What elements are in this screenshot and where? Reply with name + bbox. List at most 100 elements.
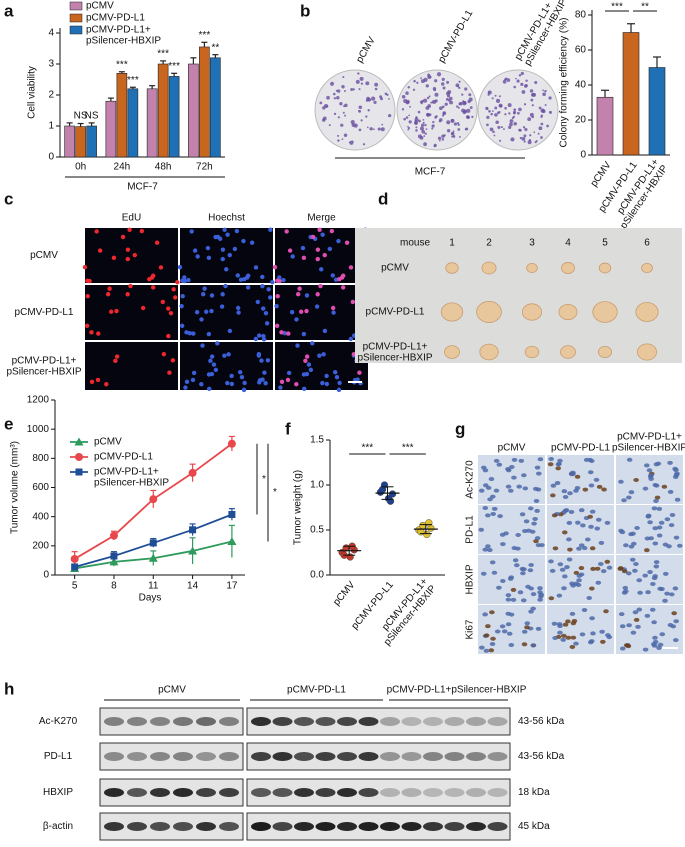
nucleus — [569, 472, 575, 477]
cell — [82, 265, 88, 270]
cell — [229, 381, 235, 387]
row-label: pCMV-PD-L1+ pSilencer-HBXIP — [357, 341, 432, 363]
nucleus — [567, 491, 573, 496]
nucleus — [649, 607, 656, 612]
nucleus — [595, 517, 602, 522]
marker — [227, 439, 236, 448]
cell — [285, 377, 291, 383]
colony — [326, 105, 329, 108]
colony — [342, 111, 345, 114]
nucleus — [568, 509, 575, 514]
cell — [308, 367, 314, 373]
nucleus — [517, 590, 524, 595]
size-label: 18 kDa — [518, 787, 550, 798]
colony — [521, 90, 526, 94]
tumor — [440, 302, 464, 322]
cell — [211, 362, 217, 367]
nucleus — [652, 574, 658, 579]
band — [487, 822, 508, 831]
cell — [209, 371, 215, 377]
nucleus — [566, 557, 573, 562]
colony — [527, 117, 532, 122]
nucleus — [531, 521, 537, 526]
nucleus — [630, 531, 636, 536]
cell — [227, 252, 232, 258]
bar — [199, 46, 210, 158]
band — [173, 822, 193, 831]
band — [104, 717, 124, 726]
nucleus — [661, 484, 668, 489]
nucleus — [508, 488, 514, 493]
tumor — [476, 301, 502, 323]
nucleus — [521, 642, 528, 647]
nucleus — [587, 514, 594, 519]
nucleus — [550, 493, 556, 498]
nucleus — [581, 608, 588, 613]
blot — [99, 707, 244, 736]
nucleus — [523, 519, 530, 524]
cell — [104, 382, 109, 387]
colony — [542, 89, 544, 92]
colony — [489, 127, 494, 132]
nucleus — [631, 541, 637, 546]
cell — [205, 245, 211, 251]
colony — [548, 96, 552, 100]
band — [196, 717, 216, 726]
nucleus — [626, 457, 633, 462]
colony — [500, 126, 503, 129]
nucleus — [505, 593, 512, 598]
cell — [279, 330, 284, 335]
colony — [518, 128, 522, 132]
nucleus — [653, 560, 660, 565]
colony — [401, 108, 405, 111]
mouse-number: 3 — [529, 238, 535, 249]
row-label: pCMV-PD-L1 — [15, 307, 74, 318]
significance: *** — [611, 2, 623, 13]
nucleus — [589, 546, 596, 551]
colony — [328, 124, 331, 127]
tumor — [598, 262, 612, 274]
nucleus — [576, 546, 582, 551]
marker — [228, 510, 236, 518]
marker — [188, 468, 197, 477]
error-bar — [343, 545, 356, 556]
nucleus — [560, 637, 567, 642]
nucleus — [562, 508, 569, 513]
nucleus — [562, 494, 569, 499]
colony — [422, 119, 425, 121]
cell — [357, 370, 362, 375]
panel-letter: c — [4, 189, 13, 208]
panel-letter: f — [285, 419, 291, 438]
cell — [236, 310, 241, 315]
row-label: HBXIP — [43, 787, 73, 798]
x-tick-label: 17 — [226, 581, 238, 592]
colony — [441, 114, 445, 117]
colony — [488, 109, 491, 113]
cell — [220, 247, 226, 252]
colony — [439, 139, 441, 142]
y-tick-label: 0 — [48, 152, 54, 163]
significance: ** — [641, 2, 649, 13]
band — [401, 752, 422, 761]
cell — [177, 265, 183, 270]
colony — [440, 82, 445, 86]
bar — [64, 125, 75, 158]
error-bar — [627, 23, 635, 33]
cell — [147, 276, 152, 282]
panel-letter: g — [455, 419, 465, 438]
cell — [94, 229, 99, 234]
nucleus — [621, 569, 628, 574]
nucleus — [521, 473, 527, 478]
nucleus — [480, 571, 487, 576]
cell — [297, 286, 302, 291]
nucleus — [633, 477, 639, 482]
colony — [422, 121, 425, 125]
marker — [70, 554, 79, 563]
colony — [520, 82, 524, 87]
colony — [493, 134, 496, 137]
colony — [442, 86, 446, 90]
y-tick-label: 20 — [575, 115, 587, 126]
cell — [321, 352, 326, 357]
error-bar — [171, 72, 178, 77]
nucleus — [668, 592, 675, 597]
